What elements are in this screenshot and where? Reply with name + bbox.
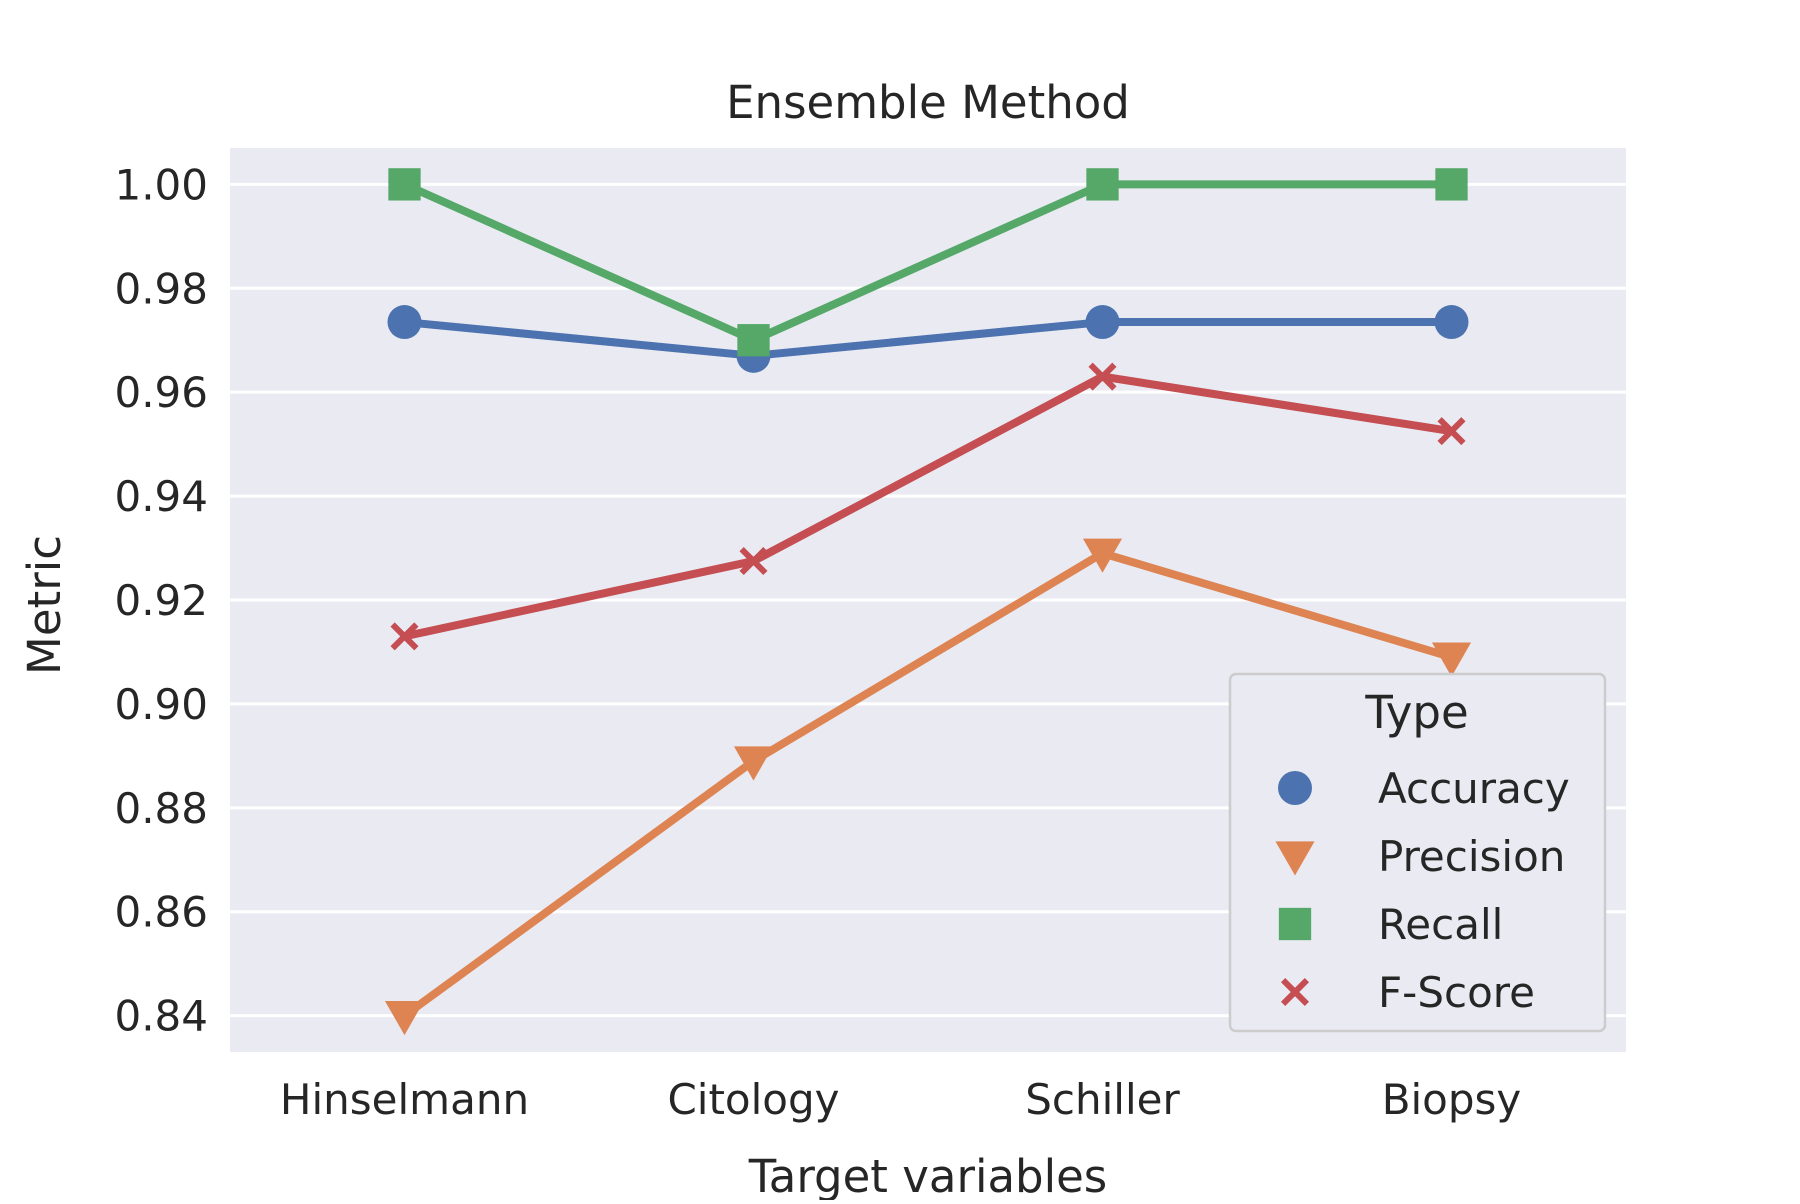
series-line bbox=[400, 549, 1456, 1020]
data-point-x bbox=[1088, 362, 1117, 391]
data-point-circle bbox=[387, 305, 422, 340]
data-point-x bbox=[739, 547, 768, 576]
legend-items: Accuracy Precision Recall F-Score bbox=[1275, 764, 1570, 1017]
data-point-square bbox=[1086, 168, 1119, 201]
x-axis-ticks: Hinselmann Citology Schiller Biopsy bbox=[280, 1075, 1521, 1124]
data-point-triangle-down bbox=[384, 1000, 425, 1036]
x-tick-label: Schiller bbox=[1025, 1075, 1180, 1124]
x-tick-label: Citology bbox=[667, 1075, 839, 1124]
data-point-circle bbox=[1085, 305, 1120, 340]
series-f-score bbox=[390, 362, 1466, 651]
data-point-circle bbox=[1434, 305, 1469, 340]
y-tick-label: 0.92 bbox=[114, 576, 208, 625]
y-tick-label: 0.86 bbox=[114, 888, 208, 937]
legend-marker-x bbox=[1280, 977, 1310, 1007]
series-line bbox=[400, 318, 1456, 360]
legend-title: Type bbox=[1364, 686, 1468, 739]
legend-marker-square bbox=[1278, 907, 1312, 941]
data-point-square bbox=[1435, 168, 1468, 201]
series-recall bbox=[388, 168, 1468, 357]
y-tick-label: 0.96 bbox=[114, 368, 208, 417]
data-point-square bbox=[737, 324, 770, 357]
y-tick-label: 0.98 bbox=[114, 264, 208, 313]
y-tick-label: 0.88 bbox=[114, 784, 208, 833]
legend-label: F-Score bbox=[1378, 968, 1535, 1017]
x-tick-label: Biopsy bbox=[1382, 1075, 1522, 1124]
legend-label: Precision bbox=[1378, 832, 1565, 881]
data-point-x bbox=[1437, 417, 1466, 446]
legend: Type Accuracy Precision Recall F-Score bbox=[1228, 672, 1607, 1033]
legend-marker-circle bbox=[1278, 771, 1312, 805]
legend-box bbox=[1228, 672, 1607, 1033]
data-point-square bbox=[388, 168, 421, 201]
y-axis-ticks: 0.84 0.86 0.88 0.90 0.92 0.94 0.96 0.98 1.00 bbox=[114, 160, 208, 1040]
series-line bbox=[400, 372, 1456, 641]
y-tick-label: 0.90 bbox=[114, 680, 208, 729]
legend-marker-triangle-down bbox=[1275, 841, 1315, 876]
data-point-triangle-down bbox=[1431, 642, 1472, 677]
y-tick-label: 0.84 bbox=[114, 992, 208, 1041]
y-tick-label: 1.00 bbox=[114, 160, 208, 209]
data-point-x bbox=[390, 622, 419, 651]
y-tick-label: 0.94 bbox=[114, 472, 208, 521]
series-precision bbox=[384, 538, 1472, 1036]
data-point-triangle-down bbox=[1082, 538, 1123, 573]
legend-label: Recall bbox=[1378, 900, 1503, 949]
series-line bbox=[400, 180, 1456, 345]
data-point-triangle-down bbox=[733, 746, 774, 781]
series-layer bbox=[384, 168, 1472, 1036]
chart-title: Ensemble Method bbox=[726, 76, 1130, 129]
legend-label: Accuracy bbox=[1378, 764, 1570, 813]
y-axis-label: Metric bbox=[18, 535, 71, 675]
x-tick-label: Hinselmann bbox=[280, 1075, 529, 1124]
x-axis-label: Target variables bbox=[748, 1150, 1108, 1200]
